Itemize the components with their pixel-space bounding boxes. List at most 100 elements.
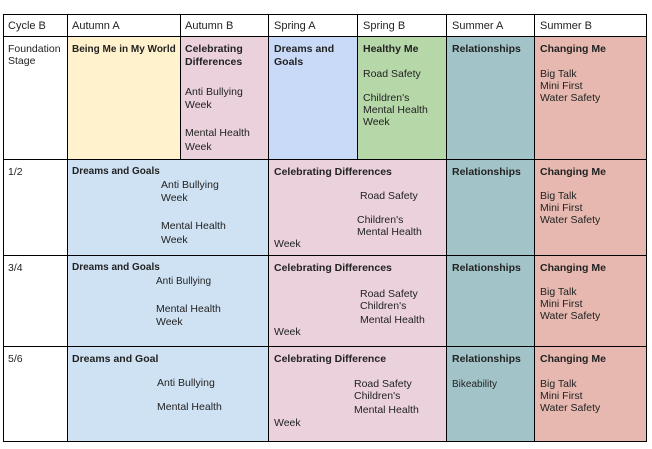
- y56-summer-a-note-1: Bikeability: [452, 379, 498, 390]
- y56-summer-b-note-1: Big Talk: [540, 378, 577, 390]
- y12-spring-title: Celebrating Differences: [274, 166, 392, 178]
- foundation-autumn-b-cell: Celebrating Differences Anti Bullying We…: [180, 36, 269, 160]
- header-spring-a-label: Spring A: [274, 20, 316, 32]
- header-spring-b: Spring B: [357, 14, 447, 37]
- y12-autumn-note-2: Week: [161, 192, 188, 204]
- y56-spring-note-2: Children's: [354, 390, 401, 402]
- y12-spring-note-3: Mental Health: [357, 226, 422, 238]
- foundation-spring-a-cell: Dreams and Goals: [268, 36, 358, 160]
- y56-spring-note-1: Road Safety: [354, 378, 412, 390]
- y56-autumn-note-1: Anti Bullying: [157, 377, 215, 389]
- header-spring-b-label: Spring B: [363, 20, 406, 32]
- foundation-autumn-b-title-2: Differences: [185, 56, 243, 68]
- row-y12-label: 1/2: [8, 166, 23, 178]
- y56-spring-note-3: Mental Health: [354, 404, 419, 416]
- y56-summer-a-title: Relationships: [452, 353, 521, 365]
- y34-spring-title: Celebrating Differences: [274, 262, 392, 274]
- y34-spring-note-3: Mental Health: [360, 314, 425, 326]
- y34-summer-b-note-1: Big Talk: [540, 286, 577, 298]
- foundation-autumn-b-note-2: Week: [185, 99, 212, 111]
- y56-summer-a-cell: Relationships Bikeability: [446, 346, 535, 442]
- y12-spring-cell: Celebrating Differences Road Safety Chil…: [268, 159, 447, 256]
- y34-autumn-note-1: Anti Bullying: [156, 276, 212, 287]
- y56-spring-title: Celebrating Difference: [274, 353, 387, 365]
- header-summer-b: Summer B: [534, 14, 647, 37]
- foundation-spring-b-title: Healthy Me: [363, 43, 419, 55]
- foundation-spring-b-note-1: Road Safety: [363, 68, 421, 80]
- header-cycle-label: Cycle B: [8, 20, 46, 32]
- y56-autumn-title: Dreams and Goal: [72, 353, 159, 365]
- header-summer-a: Summer A: [446, 14, 535, 37]
- foundation-summer-b-note-2: Mini First: [540, 80, 583, 92]
- y12-autumn-note-4: Week: [161, 234, 188, 246]
- foundation-summer-b-title: Changing Me: [540, 43, 606, 55]
- y12-summer-b-note-1: Big Talk: [540, 190, 577, 202]
- y34-autumn-title: Dreams and Goals: [72, 262, 160, 273]
- header-cycle: Cycle B: [3, 14, 68, 37]
- y56-spring-cell: Celebrating Difference Road Safety Child…: [268, 346, 447, 442]
- y56-summer-b-cell: Changing Me Big Talk Mini First Water Sa…: [534, 346, 647, 442]
- y12-spring-note-1: Road Safety: [360, 190, 418, 202]
- header-autumn-a-label: Autumn A: [72, 20, 120, 32]
- row-y56-label: 5/6: [8, 353, 23, 365]
- y34-autumn-note-2: Mental Health: [156, 303, 221, 315]
- y34-spring-note-1: Road Safety: [360, 288, 418, 300]
- row-foundation-label-2: Stage: [8, 55, 36, 67]
- y12-summer-b-title: Changing Me: [540, 166, 606, 178]
- header-autumn-b-label: Autumn B: [185, 20, 234, 32]
- row-y56-label-cell: 5/6: [3, 346, 68, 442]
- foundation-autumn-a-cell: Being Me in My World: [67, 36, 181, 160]
- y12-autumn-note-1: Anti Bullying: [161, 179, 219, 191]
- foundation-summer-a-title: Relationships: [452, 43, 521, 55]
- foundation-summer-b-note-3: Water Safety: [540, 92, 601, 104]
- foundation-spring-a-title-2: Goals: [274, 56, 304, 68]
- foundation-autumn-b-note-1: Anti Bullying: [185, 86, 243, 98]
- y12-summer-b-note-2: Mini First: [540, 202, 583, 214]
- row-foundation-label-cell: Foundation Stage: [3, 36, 68, 160]
- foundation-spring-a-title-1: Dreams and: [274, 43, 335, 55]
- y56-summer-b-title: Changing Me: [540, 353, 606, 365]
- foundation-summer-b-note-1: Big Talk: [540, 68, 577, 80]
- y34-summer-b-note-2: Mini First: [540, 298, 583, 310]
- y12-summer-b-note-3: Water Safety: [540, 214, 601, 226]
- y56-autumn-note-2: Mental Health: [157, 401, 222, 413]
- row-y34-label: 3/4: [8, 262, 23, 274]
- y12-spring-note-4: Week: [274, 238, 301, 250]
- row-foundation-label-1: Foundation: [8, 43, 61, 55]
- foundation-spring-b-note-3: Mental Health: [363, 104, 428, 116]
- header-summer-b-label: Summer B: [540, 20, 592, 32]
- foundation-summer-b-cell: Changing Me Big Talk Mini First Water Sa…: [534, 36, 647, 160]
- y12-summer-b-cell: Changing Me Big Talk Mini First Water Sa…: [534, 159, 647, 256]
- y12-autumn-title: Dreams and Goals: [72, 166, 160, 177]
- y34-autumn-note-3: Week: [156, 316, 183, 328]
- foundation-autumn-a-title: Being Me in My World: [72, 44, 176, 55]
- y56-summer-b-note-3: Water Safety: [540, 402, 601, 414]
- y12-autumn-note-3: Mental Health: [161, 220, 226, 232]
- header-autumn-b: Autumn B: [180, 14, 269, 37]
- foundation-spring-b-cell: Healthy Me Road Safety Children's Mental…: [357, 36, 447, 160]
- y34-summer-a-cell: Relationships: [446, 255, 535, 347]
- y12-summer-a-cell: Relationships: [446, 159, 535, 256]
- y34-spring-note-4: Week: [274, 326, 301, 338]
- foundation-spring-b-note-4: Week: [363, 116, 390, 128]
- y34-summer-b-note-3: Water Safety: [540, 310, 601, 322]
- y12-summer-a-title: Relationships: [452, 166, 521, 178]
- y56-autumn-cell: Dreams and Goal Anti Bullying Mental Hea…: [67, 346, 269, 442]
- y34-spring-note-2: Children's: [360, 300, 407, 312]
- y12-autumn-cell: Dreams and Goals Anti Bullying Week Ment…: [67, 159, 269, 256]
- y12-spring-note-2: Children's: [357, 214, 404, 226]
- y34-summer-b-title: Changing Me: [540, 262, 606, 274]
- foundation-summer-a-cell: Relationships: [446, 36, 535, 160]
- header-summer-a-label: Summer A: [452, 20, 504, 32]
- y34-autumn-cell: Dreams and Goals Anti Bullying Mental He…: [67, 255, 269, 347]
- header-spring-a: Spring A: [268, 14, 358, 37]
- header-autumn-a: Autumn A: [67, 14, 181, 37]
- foundation-autumn-b-note-3: Mental Health: [185, 127, 250, 139]
- y34-summer-b-cell: Changing Me Big Talk Mini First Water Sa…: [534, 255, 647, 347]
- row-y12-label-cell: 1/2: [3, 159, 68, 256]
- y34-spring-cell: Celebrating Differences Road Safety Chil…: [268, 255, 447, 347]
- foundation-spring-b-note-2: Children's: [363, 92, 410, 104]
- y56-spring-note-4: Week: [274, 417, 301, 429]
- y56-summer-b-note-2: Mini First: [540, 390, 583, 402]
- y34-summer-a-title: Relationships: [452, 262, 521, 274]
